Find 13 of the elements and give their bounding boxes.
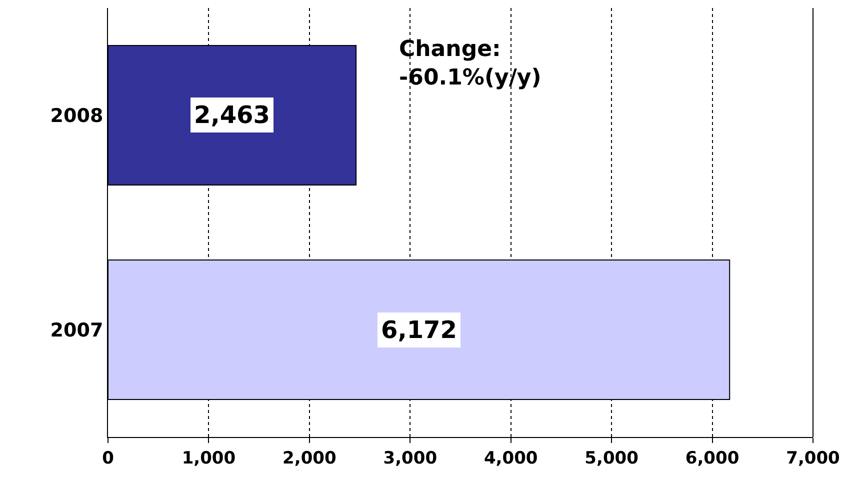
annotation: Change: -60.1%(y/y): [399, 37, 542, 91]
x-tick-label: 7,000: [786, 448, 840, 468]
y-tick-label: 2008: [50, 104, 104, 127]
y-tick-label: 2007: [50, 319, 104, 342]
x-tick-label: 1,000: [182, 448, 236, 468]
x-tick-label: 4,000: [484, 448, 538, 468]
x-tick-label: 5,000: [584, 448, 639, 468]
x-tick-label: 3,000: [383, 448, 438, 468]
data-label: 2,463: [194, 101, 270, 129]
x-tick-label: 6,000: [685, 448, 740, 468]
x-tick-label: 2,000: [282, 448, 336, 468]
x-tick-label: 0: [102, 448, 114, 468]
data-label: 6,172: [381, 316, 457, 344]
